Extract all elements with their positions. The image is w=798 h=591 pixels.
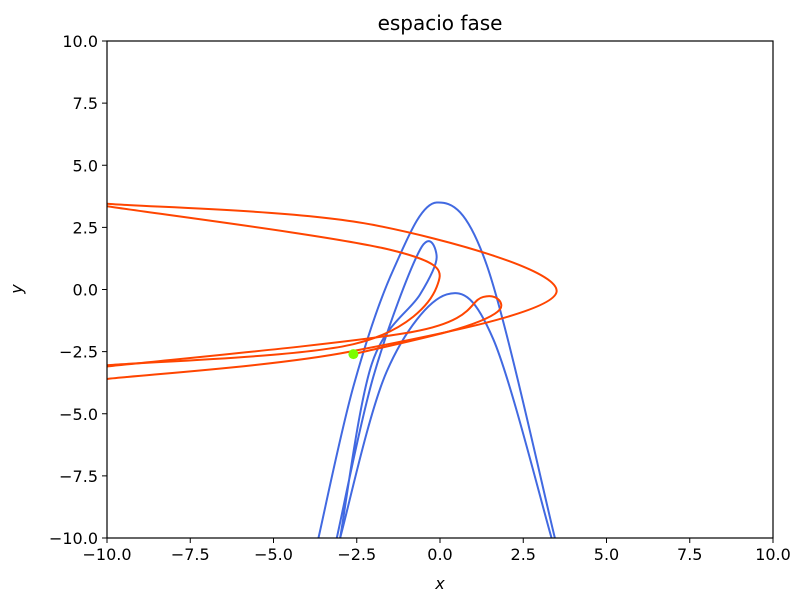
trajectory-line-1 <box>317 201 556 538</box>
x-axis-label: x <box>434 574 445 591</box>
y-axis: 10.0 7.5 5.0 2.5 0.0 −2.5 −5.0 −7.5 −10.0 <box>49 32 107 548</box>
x-tick-label: −5.0 <box>254 545 293 564</box>
x-tick-label: −7.5 <box>171 545 210 564</box>
y-tick-label: −7.5 <box>59 467 98 486</box>
y-tick-label: −10.0 <box>49 529 98 548</box>
x-tick-label: 0.0 <box>427 545 452 564</box>
chart-title: espacio fase <box>378 11 503 35</box>
y-tick-label: 0.0 <box>73 281 98 300</box>
y-tick-label: 7.5 <box>73 94 98 113</box>
trajectory-line-5 <box>107 205 441 367</box>
y-axis-label: y <box>7 284 26 295</box>
y-tick-label: −5.0 <box>59 405 98 424</box>
y-tick-label: −2.5 <box>59 343 98 362</box>
x-tick-label: 7.5 <box>677 545 702 564</box>
trajectory-line-6 <box>107 295 503 368</box>
x-tick-label: −10.0 <box>82 545 131 564</box>
initial-point-marker <box>348 349 359 360</box>
x-tick-label: 2.5 <box>511 545 536 564</box>
x-tick-label: 5.0 <box>594 545 619 564</box>
trajectory-line-3 <box>339 292 553 538</box>
plot-area <box>107 201 558 538</box>
y-tick-label: 5.0 <box>73 156 98 175</box>
x-tick-label: −2.5 <box>337 545 376 564</box>
x-axis: −10.0 −7.5 −5.0 −2.5 0.0 2.5 5.0 7.5 10.0 <box>82 538 791 564</box>
trajectory-line-4 <box>107 202 558 380</box>
x-tick-label: 10.0 <box>755 545 791 564</box>
trajectory-line-2 <box>335 240 438 538</box>
y-tick-label: 10.0 <box>62 32 98 51</box>
y-tick-label: 2.5 <box>73 218 98 237</box>
